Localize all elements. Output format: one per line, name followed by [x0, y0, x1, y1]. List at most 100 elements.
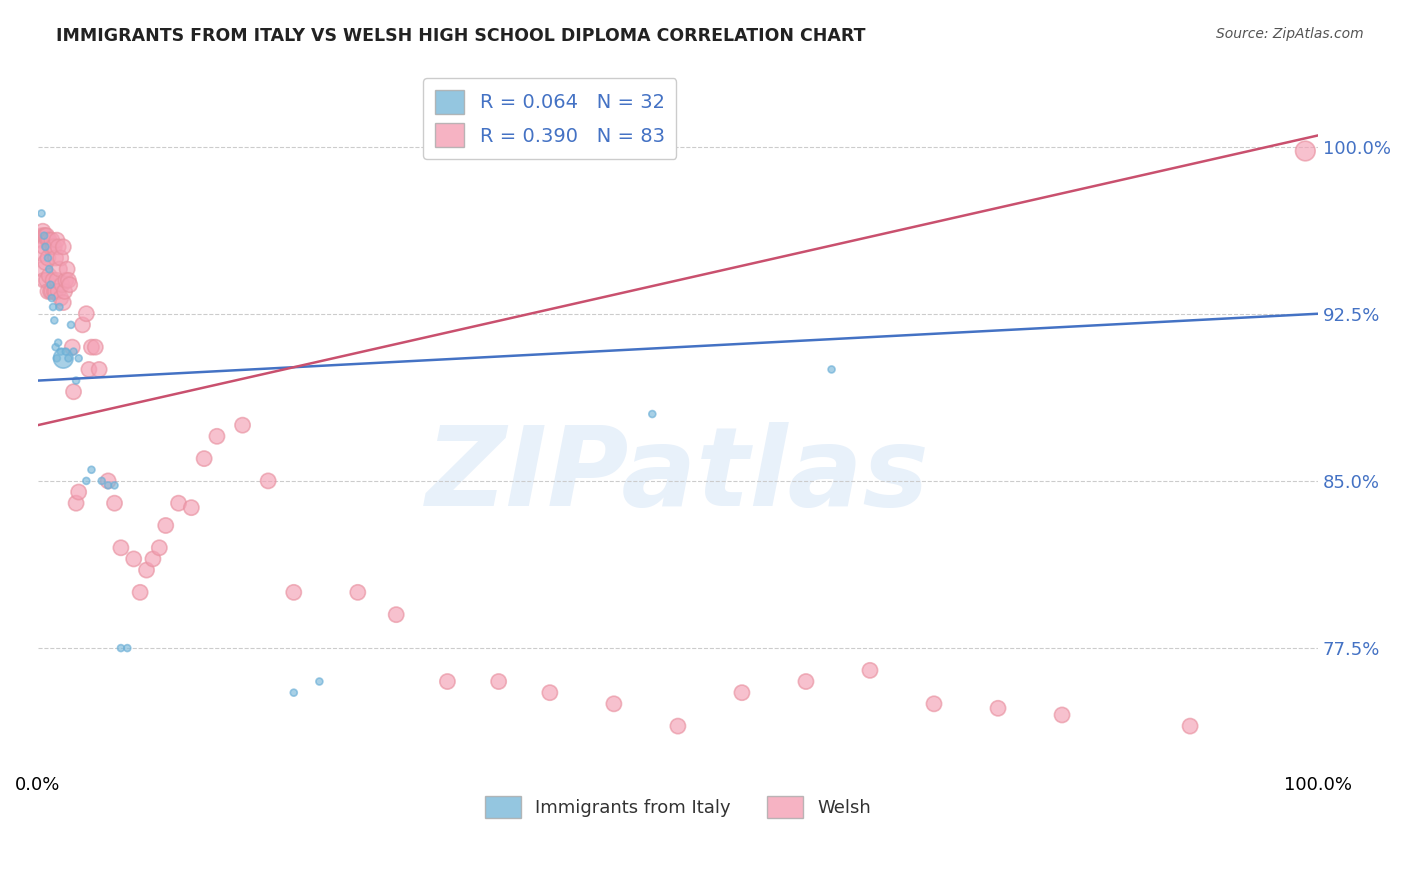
Point — [167, 496, 190, 510]
Point — [58, 273, 80, 287]
Point — [97, 478, 120, 492]
Point — [41, 291, 63, 305]
Point — [1178, 719, 1201, 733]
Point — [32, 228, 55, 243]
Point — [53, 285, 76, 299]
Point — [30, 233, 52, 247]
Point — [922, 697, 945, 711]
Point — [62, 384, 84, 399]
Point — [49, 344, 72, 359]
Point — [34, 255, 56, 269]
Point — [48, 300, 70, 314]
Point — [44, 285, 66, 299]
Point — [110, 541, 132, 555]
Point — [45, 351, 67, 366]
Point — [39, 285, 62, 299]
Point — [32, 273, 55, 287]
Point — [42, 300, 65, 314]
Point — [42, 240, 65, 254]
Point — [31, 262, 53, 277]
Point — [44, 313, 66, 327]
Point — [129, 585, 152, 599]
Point — [31, 246, 53, 260]
Point — [34, 228, 56, 243]
Point — [52, 295, 75, 310]
Point — [58, 351, 80, 366]
Point — [49, 291, 72, 305]
Point — [77, 362, 100, 376]
Point — [1050, 708, 1073, 723]
Point — [37, 251, 59, 265]
Point — [385, 607, 408, 622]
Point — [44, 240, 66, 254]
Legend: Immigrants from Italy, Welsh: Immigrants from Italy, Welsh — [478, 789, 879, 825]
Point — [820, 362, 842, 376]
Point — [103, 496, 125, 510]
Point — [59, 277, 82, 292]
Point — [117, 641, 139, 656]
Point — [65, 496, 87, 510]
Point — [257, 474, 280, 488]
Point — [45, 340, 67, 354]
Point — [142, 552, 165, 566]
Point — [987, 701, 1010, 715]
Point — [794, 674, 817, 689]
Point — [89, 362, 111, 376]
Point — [51, 277, 73, 292]
Point — [148, 541, 170, 555]
Point — [45, 273, 67, 287]
Point — [56, 262, 79, 277]
Point — [641, 407, 664, 421]
Point — [38, 262, 60, 277]
Point — [80, 340, 103, 354]
Point — [666, 719, 689, 733]
Point — [488, 674, 510, 689]
Point — [32, 228, 55, 243]
Point — [60, 340, 83, 354]
Point — [232, 418, 254, 433]
Point — [39, 277, 62, 292]
Point — [34, 240, 56, 254]
Point — [46, 335, 69, 350]
Point — [135, 563, 157, 577]
Point — [75, 474, 97, 488]
Point — [80, 463, 103, 477]
Text: ZIPatlas: ZIPatlas — [426, 422, 929, 529]
Point — [346, 585, 368, 599]
Point — [52, 351, 75, 366]
Point — [283, 585, 305, 599]
Point — [31, 224, 53, 238]
Point — [45, 285, 67, 299]
Point — [155, 518, 177, 533]
Point — [31, 206, 53, 220]
Point — [283, 686, 305, 700]
Point — [45, 233, 67, 247]
Point — [308, 674, 330, 689]
Point — [110, 641, 132, 656]
Point — [31, 228, 53, 243]
Point — [32, 240, 55, 254]
Point — [122, 552, 145, 566]
Point — [52, 240, 75, 254]
Point — [62, 344, 84, 359]
Point — [72, 318, 94, 332]
Point — [48, 262, 70, 277]
Point — [1294, 144, 1316, 158]
Point — [35, 273, 58, 287]
Point — [75, 307, 97, 321]
Point — [90, 474, 112, 488]
Text: IMMIGRANTS FROM ITALY VS WELSH HIGH SCHOOL DIPLOMA CORRELATION CHART: IMMIGRANTS FROM ITALY VS WELSH HIGH SCHO… — [56, 27, 866, 45]
Point — [46, 285, 69, 299]
Point — [42, 273, 65, 287]
Point — [97, 474, 120, 488]
Point — [46, 240, 69, 254]
Point — [731, 686, 754, 700]
Point — [180, 500, 202, 515]
Point — [538, 686, 561, 700]
Point — [205, 429, 228, 443]
Point — [37, 251, 59, 265]
Point — [67, 351, 90, 366]
Point — [193, 451, 215, 466]
Point — [84, 340, 107, 354]
Point — [436, 674, 458, 689]
